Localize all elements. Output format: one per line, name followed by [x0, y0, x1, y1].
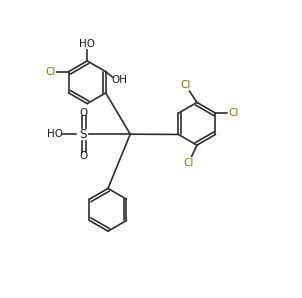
Text: OH: OH — [111, 75, 127, 85]
Text: HO: HO — [79, 39, 95, 49]
Text: O: O — [79, 108, 88, 118]
Text: Cl: Cl — [184, 158, 194, 168]
Text: Cl: Cl — [46, 66, 56, 77]
Text: Cl: Cl — [181, 80, 191, 90]
Text: O: O — [79, 150, 88, 161]
Text: HO: HO — [47, 129, 63, 139]
Text: Cl: Cl — [228, 108, 239, 118]
Text: S: S — [79, 128, 86, 141]
